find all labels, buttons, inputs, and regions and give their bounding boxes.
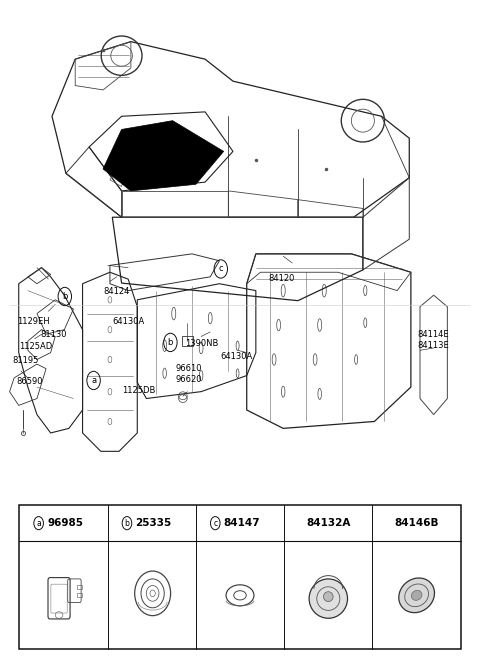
Text: 96610: 96610	[175, 364, 202, 373]
Polygon shape	[103, 121, 224, 191]
Text: 25335: 25335	[135, 518, 171, 528]
Text: a: a	[36, 519, 41, 527]
Text: 84124: 84124	[103, 287, 130, 297]
Text: 84132A: 84132A	[306, 518, 350, 528]
Text: 1390NB: 1390NB	[185, 339, 218, 348]
Text: 84113E: 84113E	[418, 340, 449, 350]
Ellipse shape	[309, 579, 348, 618]
Ellipse shape	[399, 578, 434, 613]
Text: c: c	[213, 519, 217, 527]
Text: b: b	[168, 338, 173, 347]
Text: 96985: 96985	[47, 518, 83, 528]
Text: 84120: 84120	[269, 274, 295, 283]
Text: 81195: 81195	[12, 356, 38, 365]
Text: a: a	[91, 376, 96, 385]
Text: 1125AD: 1125AD	[19, 342, 52, 351]
Text: b: b	[62, 292, 68, 301]
Text: 86590: 86590	[17, 377, 43, 386]
Text: 84114E: 84114E	[418, 330, 449, 339]
Text: 1129EH: 1129EH	[17, 317, 49, 326]
Text: 81130: 81130	[41, 330, 67, 339]
Text: c: c	[218, 264, 223, 274]
Ellipse shape	[324, 592, 333, 602]
Text: 96620: 96620	[175, 375, 202, 384]
Text: 84147: 84147	[224, 518, 260, 528]
Text: b: b	[124, 519, 130, 527]
Text: 64130A: 64130A	[221, 352, 253, 361]
Text: 64130A: 64130A	[113, 317, 145, 326]
Text: 1125DB: 1125DB	[122, 386, 156, 395]
Text: 84146B: 84146B	[395, 518, 439, 528]
Ellipse shape	[411, 590, 422, 600]
